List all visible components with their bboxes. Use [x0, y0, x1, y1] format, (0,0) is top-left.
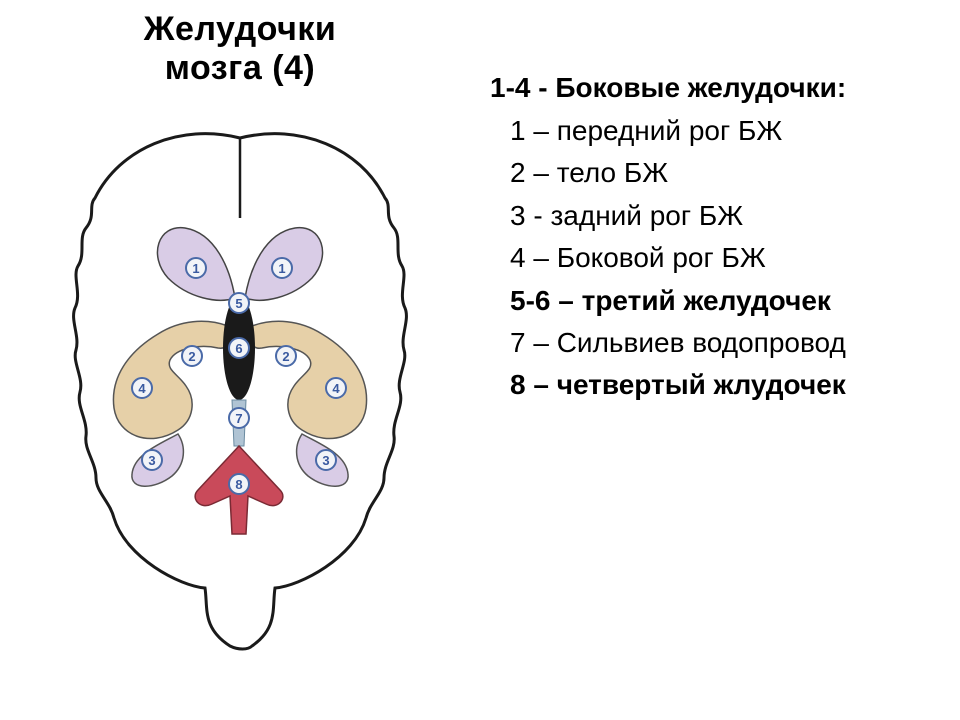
marker-1: 1 — [185, 257, 207, 279]
legend-item-2: 2 – тело БЖ — [490, 155, 960, 191]
diagram-svg — [30, 98, 450, 658]
legend-item-5: 5-6 – третий желудочек — [490, 283, 960, 319]
legend-item-1: 1 – передний рог БЖ — [490, 113, 960, 149]
marker-7: 7 — [228, 407, 250, 429]
legend-item-3: 3 - задний рог БЖ — [490, 198, 960, 234]
title-line-1: Желудочки — [144, 10, 337, 48]
marker-3: 3 — [141, 449, 163, 471]
marker-5: 5 — [228, 292, 250, 314]
ventricles-diagram: 1 15 2 6 2 4 4 7 3 3 8 — [30, 98, 450, 658]
title-line-2: мозга (4) — [165, 49, 316, 87]
marker-4: 4 — [325, 377, 347, 399]
marker-1: 1 — [271, 257, 293, 279]
marker-8: 8 — [228, 473, 250, 495]
legend-item-6: 7 – Сильвиев водопровод — [490, 325, 960, 361]
legend-panel: 1-4 - Боковые желудочки: 1 – передний ро… — [480, 0, 960, 720]
marker-6: 6 — [228, 337, 250, 359]
legend-item-7: 8 – четвертый жлудочек — [490, 367, 960, 403]
marker-3: 3 — [315, 449, 337, 471]
marker-4: 4 — [131, 377, 153, 399]
legend-item-4: 4 – Боковой рог БЖ — [490, 240, 960, 276]
marker-2: 2 — [181, 345, 203, 367]
legend-items: 1 – передний рог БЖ 2 – тело БЖ 3 - задний… — [490, 113, 960, 404]
marker-2: 2 — [275, 345, 297, 367]
diagram-title: Желудочки мозга (4) — [0, 10, 480, 88]
legend-header: 1-4 - Боковые желудочки: — [490, 70, 960, 105]
